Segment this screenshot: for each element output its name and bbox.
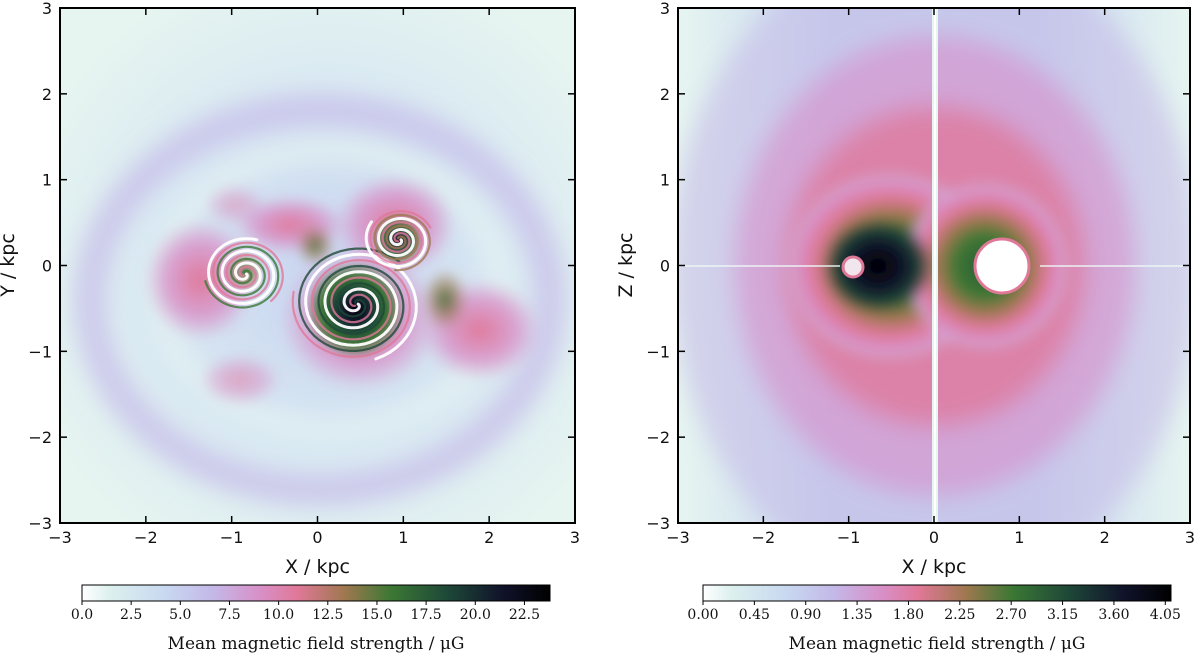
left-x-tick-label: 0 xyxy=(312,528,322,547)
right-colorbar-tick-label: 2.70 xyxy=(996,607,1027,623)
right-y-tick-label: −3 xyxy=(646,514,670,533)
left-y-tick-label: 2 xyxy=(42,85,52,104)
right-axis-ticks: −3 −2 −1 0 1 2 3 −3 −2 −1 0 1 2 3 xyxy=(646,0,1195,547)
right-field-map xyxy=(678,8,1190,523)
right-low-field-core xyxy=(973,237,1031,295)
spiral-arm xyxy=(212,241,284,303)
right-y-axis-label: Z / kpc xyxy=(615,232,637,297)
left-colorbar-ticks: 0.0 2.5 5.0 7.5 10.0 12.5 15.0 17.5 20.0 22.5 xyxy=(71,601,540,623)
left-x-axis-label: X / kpc xyxy=(285,556,350,578)
spiral-arm xyxy=(291,258,411,358)
right-colorbar-tick-label: 3.60 xyxy=(1098,607,1129,623)
right-x-tick-label: −1 xyxy=(837,528,861,547)
right-colorbar-tick-label: 2.25 xyxy=(944,607,975,623)
right-x-tick-label: −2 xyxy=(752,528,776,547)
left-colorbar-tick-label: 7.5 xyxy=(218,607,240,623)
right-x-tick-label: 0 xyxy=(929,528,939,547)
left-y-tick-label: 1 xyxy=(42,171,52,190)
left-colorbar-tick-label: 5.0 xyxy=(169,607,191,623)
left-colorbar-gradient xyxy=(81,584,551,602)
right-x-axis-label: X / kpc xyxy=(901,556,966,578)
left-x-tick-label: 1 xyxy=(398,528,408,547)
right-x-tick-label: 3 xyxy=(1185,528,1195,547)
left-colorbar-label: Mean magnetic field strength / μG xyxy=(168,634,465,654)
left-axis-ticks: −3 −2 −1 0 1 2 3 −3 −2 −1 0 1 2 3 xyxy=(28,0,580,547)
left-colorbar-tick-label: 22.5 xyxy=(509,607,540,623)
right-x-tick-label: −3 xyxy=(666,528,690,547)
right-colorbar-tick-label: 1.80 xyxy=(893,607,924,623)
right-y-tick-label: 0 xyxy=(660,257,670,276)
right-y-tick-label: 3 xyxy=(660,0,670,18)
left-y-tick-label: −3 xyxy=(28,514,52,533)
spiral-arm xyxy=(364,217,428,269)
spiral-arm xyxy=(304,252,418,361)
right-colorbar-tick-label: 4.05 xyxy=(1150,607,1181,623)
left-y-tick-label: −2 xyxy=(28,428,52,447)
left-colorbar-tick-label: 0.0 xyxy=(71,607,93,623)
left-colorbar-tick-label: 12.5 xyxy=(312,607,343,623)
right-y-tick-label: −2 xyxy=(646,428,670,447)
left-y-tick-label: 0 xyxy=(42,257,52,276)
right-colorbar-tick-label: 0.45 xyxy=(739,607,770,623)
right-colorbar-label: Mean magnetic field strength / μG xyxy=(789,634,1086,654)
right-colorbar-ticks: 0.00 0.45 0.90 1.35 1.80 2.25 2.70 3.15 3.60 4.05 xyxy=(687,601,1181,623)
left-x-tick-label: 3 xyxy=(570,528,580,547)
spiral-arm xyxy=(369,209,432,264)
left-field-map xyxy=(60,8,575,523)
spiral-arms xyxy=(204,209,432,361)
spiral-arm xyxy=(373,213,431,272)
left-x-tick-label: 2 xyxy=(484,528,494,547)
left-colorbar-tick-label: 10.0 xyxy=(263,607,294,623)
left-colorbar-tick-label: 15.0 xyxy=(361,607,392,623)
right-x-tick-label: 2 xyxy=(1100,528,1110,547)
right-x-tick-label: 1 xyxy=(1014,528,1024,547)
left-y-tick-label: 3 xyxy=(42,0,52,18)
right-colorbar-tick-label: 0.00 xyxy=(687,607,718,623)
right-y-tick-label: 2 xyxy=(660,85,670,104)
left-x-tick-label: −2 xyxy=(134,528,158,547)
left-panel: −3 −2 −1 0 1 2 3 −3 −2 −1 0 1 2 3 X / kpc Y / kpc 0.0… xyxy=(0,0,580,654)
right-colorbar: 0.00 0.45 0.90 1.35 1.80 2.25 2.70 3.15 3.60 4.05… xyxy=(687,584,1181,654)
spiral-arm xyxy=(204,245,280,309)
left-colorbar-tick-label: 17.5 xyxy=(411,607,442,623)
right-y-tick-label: 1 xyxy=(660,171,670,190)
left-colorbar: 0.0 2.5 5.0 7.5 10.0 12.5 15.0 17.5 20.0 22.5 Mea… xyxy=(71,584,551,654)
right-colorbar-tick-label: 3.15 xyxy=(1047,607,1078,623)
left-x-tick-label: −3 xyxy=(48,528,72,547)
right-panel: −3 −2 −1 0 1 2 3 −3 −2 −1 0 1 2 3 X / kpc Z / kpc 0.0… xyxy=(615,0,1195,654)
left-colorbar-tick-label: 20.0 xyxy=(460,607,491,623)
right-colorbar-gradient xyxy=(702,584,1172,602)
spiral-arm xyxy=(207,237,276,305)
right-y-tick-label: −1 xyxy=(646,342,670,361)
right-colorbar-tick-label: 0.90 xyxy=(790,607,821,623)
left-x-tick-label: −1 xyxy=(220,528,244,547)
left-colorbar-tick-label: 2.5 xyxy=(120,607,142,623)
left-y-tick-label: −1 xyxy=(28,342,52,361)
left-y-axis-label: Y / kpc xyxy=(0,233,19,298)
right-colorbar-tick-label: 1.35 xyxy=(842,607,873,623)
spiral-arm xyxy=(298,247,405,352)
